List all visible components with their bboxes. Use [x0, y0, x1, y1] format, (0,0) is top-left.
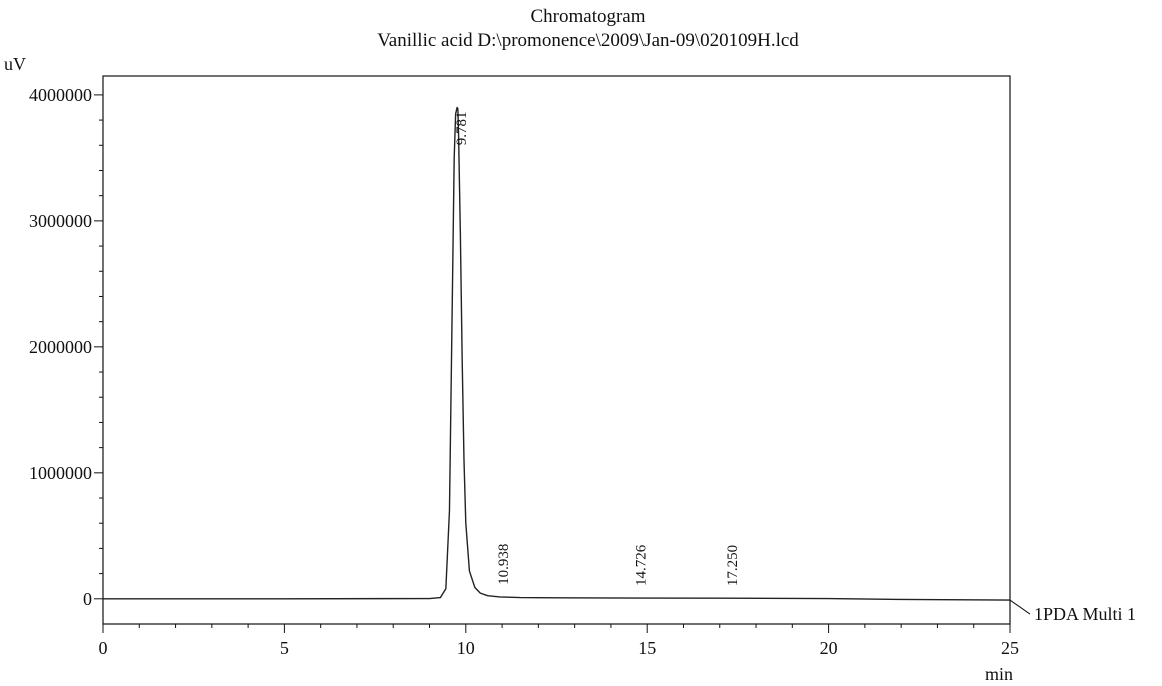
peak-label: 10.938: [496, 544, 512, 585]
y-tick-label: 2000000: [29, 337, 92, 357]
y-axis-label: uV: [4, 54, 26, 74]
y-tick-label: 3000000: [29, 211, 92, 231]
legend-leader: [1009, 599, 1031, 615]
peak-label: 17.250: [725, 545, 741, 586]
series-line: [103, 106, 1011, 601]
peak-labels: 9.781 10.938 14.726 17.250: [454, 111, 741, 586]
x-tick-label: 15: [638, 638, 656, 658]
y-tick-label: 0: [83, 589, 92, 609]
legend: 1PDA Multi 1: [1009, 599, 1136, 624]
chart-title: Chromatogram: [530, 6, 645, 27]
plot-frame: [102, 75, 1011, 625]
x-axis: 0 5 10 15 20 25: [99, 624, 1019, 658]
x-tick-label: 20: [820, 638, 838, 658]
y-axis: 0 1000000 2000000 3000000 4000000: [29, 85, 103, 609]
legend-entry: 1PDA Multi 1: [1034, 604, 1136, 624]
peak-label: 14.726: [633, 544, 649, 586]
y-tick-label: 4000000: [29, 85, 92, 105]
x-tick-label: 10: [457, 638, 475, 658]
chart-subtitle: Vanillic acid D:\promonence\2009\Jan-09\…: [377, 30, 799, 51]
x-tick-label: 5: [280, 638, 289, 658]
peak-label: 9.781: [454, 111, 470, 145]
x-axis-label: min: [985, 664, 1013, 684]
x-tick-label: 25: [1001, 638, 1019, 658]
series-layer: [103, 106, 1011, 601]
y-tick-label: 1000000: [29, 463, 92, 483]
x-tick-label: 0: [99, 638, 108, 658]
